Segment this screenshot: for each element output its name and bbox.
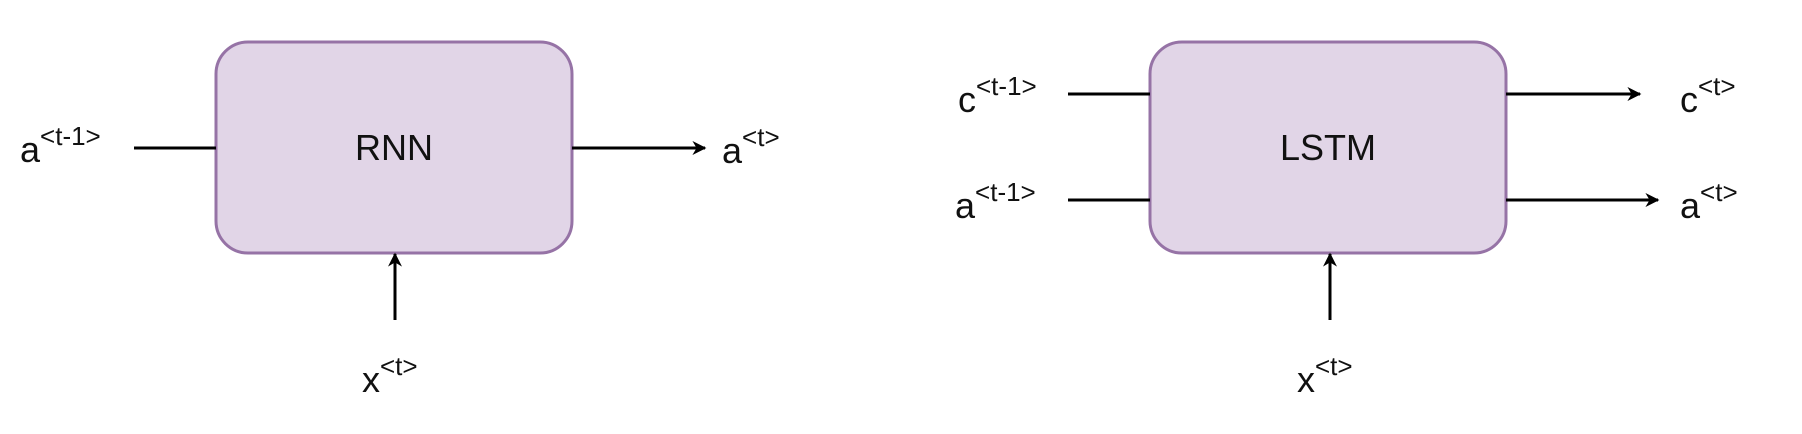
rnn-title: RNN [355,127,433,168]
rnn-input-left-label: a<t-1> [20,121,101,170]
rnn-input-bottom-label: x<t> [362,351,418,400]
lstm-cell-group: LSTM c<t-1> a<t-1> c<t> a<t> x<t> [955,40,1738,400]
rnn-output-label: a<t> [722,122,780,171]
lstm-input-a-label: a<t-1> [955,177,1036,226]
rnn-cell-group: RNN a<t-1> a<t> x<t> [20,40,780,400]
lstm-output-a-label: a<t> [1680,177,1738,226]
lstm-title: LSTM [1280,127,1376,168]
lstm-input-c-label: c<t-1> [958,71,1037,120]
lstm-input-bottom-label: x<t> [1297,351,1353,400]
lstm-output-c-label: c<t> [1680,71,1736,120]
